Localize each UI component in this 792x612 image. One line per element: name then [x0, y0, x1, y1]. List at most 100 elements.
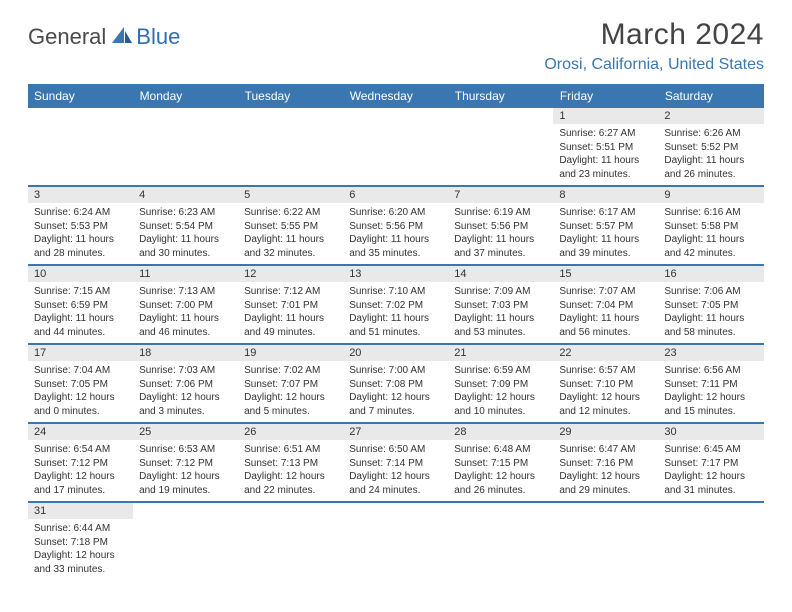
daylight-text: Daylight: 11 hours and 42 minutes. — [664, 233, 757, 260]
sunrise-text: Sunrise: 7:12 AM — [244, 285, 337, 299]
sunrise-text: Sunrise: 6:54 AM — [34, 443, 127, 457]
day-info: Sunrise: 7:06 AMSunset: 7:05 PMDaylight:… — [658, 282, 763, 343]
daylight-text: Daylight: 12 hours and 3 minutes. — [139, 391, 232, 418]
sunrise-text: Sunrise: 7:00 AM — [349, 364, 442, 378]
calendar-cell: 21Sunrise: 6:59 AMSunset: 7:09 PMDayligh… — [448, 344, 553, 423]
calendar-cell — [343, 108, 448, 186]
calendar-cell: 1Sunrise: 6:27 AMSunset: 5:51 PMDaylight… — [553, 108, 658, 186]
sunrise-text: Sunrise: 6:26 AM — [664, 127, 757, 141]
sunset-text: Sunset: 5:51 PM — [559, 141, 652, 155]
calendar-cell: 11Sunrise: 7:13 AMSunset: 7:00 PMDayligh… — [133, 265, 238, 344]
calendar-cell: 10Sunrise: 7:15 AMSunset: 6:59 PMDayligh… — [28, 265, 133, 344]
sunrise-text: Sunrise: 6:53 AM — [139, 443, 232, 457]
header: General Blue March 2024 Orosi, Californi… — [28, 18, 764, 74]
sunset-text: Sunset: 6:59 PM — [34, 299, 127, 313]
day-header: Thursday — [448, 84, 553, 108]
daylight-text: Daylight: 11 hours and 39 minutes. — [559, 233, 652, 260]
day-number: 27 — [343, 424, 448, 440]
sunrise-text: Sunrise: 7:15 AM — [34, 285, 127, 299]
logo-text-blue: Blue — [136, 24, 180, 50]
calendar-cell — [238, 502, 343, 580]
sunrise-text: Sunrise: 6:56 AM — [664, 364, 757, 378]
sunset-text: Sunset: 7:18 PM — [34, 536, 127, 550]
logo: General Blue — [28, 18, 180, 50]
day-number: 18 — [133, 345, 238, 361]
sunrise-text: Sunrise: 6:50 AM — [349, 443, 442, 457]
sunrise-text: Sunrise: 7:02 AM — [244, 364, 337, 378]
day-number: 5 — [238, 187, 343, 203]
day-header: Tuesday — [238, 84, 343, 108]
calendar-cell: 22 Sunrise: 6:57 AMSunset: 7:10 PMDayligh… — [553, 344, 658, 423]
sunset-text: Sunset: 7:11 PM — [664, 378, 757, 392]
sunset-text: Sunset: 5:56 PM — [349, 220, 442, 234]
day-info: Sunrise: 7:13 AMSunset: 7:00 PMDaylight:… — [133, 282, 238, 343]
calendar-cell: 26Sunrise: 6:51 AMSunset: 7:13 PMDayligh… — [238, 423, 343, 502]
daylight-text: Daylight: 11 hours and 32 minutes. — [244, 233, 337, 260]
day-info: Sunrise: 7:12 AMSunset: 7:01 PMDaylight:… — [238, 282, 343, 343]
calendar-cell — [133, 108, 238, 186]
sunrise-text: Sunrise: 7:04 AM — [34, 364, 127, 378]
calendar-week-row: 17Sunrise: 7:04 AMSunset: 7:05 PMDayligh… — [28, 344, 764, 423]
day-number: 17 — [28, 345, 133, 361]
day-info: Sunrise: 6:50 AMSunset: 7:14 PMDaylight:… — [343, 440, 448, 501]
sunrise-text: Sunrise: 6:17 AM — [559, 206, 652, 220]
calendar-cell: 6Sunrise: 6:20 AMSunset: 5:56 PMDaylight… — [343, 186, 448, 265]
sunrise-text: Sunrise: 6:20 AM — [349, 206, 442, 220]
calendar-body: 1Sunrise: 6:27 AMSunset: 5:51 PMDaylight… — [28, 108, 764, 580]
sunrise-text: Sunrise: 6:19 AM — [454, 206, 547, 220]
calendar-week-row: 24Sunrise: 6:54 AMSunset: 7:12 PMDayligh… — [28, 423, 764, 502]
sunset-text: Sunset: 7:05 PM — [34, 378, 127, 392]
sunset-text: Sunset: 7:14 PM — [349, 457, 442, 471]
calendar-cell: 9Sunrise: 6:16 AMSunset: 5:58 PMDaylight… — [658, 186, 763, 265]
day-number: 21 — [448, 345, 553, 361]
sunrise-text: Sunrise: 6:45 AM — [664, 443, 757, 457]
sunrise-text: Sunrise: 6:22 AM — [244, 206, 337, 220]
day-info: Sunrise: 6:51 AMSunset: 7:13 PMDaylight:… — [238, 440, 343, 501]
sunset-text: Sunset: 7:10 PM — [559, 378, 652, 392]
day-number: 30 — [658, 424, 763, 440]
day-header: Sunday — [28, 84, 133, 108]
daylight-text: Daylight: 12 hours and 19 minutes. — [139, 470, 232, 497]
day-info: Sunrise: 6:54 AMSunset: 7:12 PMDaylight:… — [28, 440, 133, 501]
day-number: 22 — [553, 345, 658, 361]
day-info: Sunrise: 7:04 AMSunset: 7:05 PMDaylight:… — [28, 361, 133, 422]
sunrise-text: Sunrise: 7:03 AM — [139, 364, 232, 378]
sunset-text: Sunset: 7:04 PM — [559, 299, 652, 313]
location: Orosi, California, United States — [544, 56, 764, 74]
day-number: 10 — [28, 266, 133, 282]
daylight-text: Daylight: 12 hours and 29 minutes. — [559, 470, 652, 497]
day-info: Sunrise: 6:48 AMSunset: 7:15 PMDaylight:… — [448, 440, 553, 501]
daylight-text: Daylight: 11 hours and 53 minutes. — [454, 312, 547, 339]
calendar-cell: 20Sunrise: 7:00 AMSunset: 7:08 PMDayligh… — [343, 344, 448, 423]
calendar-cell: 29Sunrise: 6:47 AMSunset: 7:16 PMDayligh… — [553, 423, 658, 502]
day-number: 31 — [28, 503, 133, 519]
calendar-cell: 28Sunrise: 6:48 AMSunset: 7:15 PMDayligh… — [448, 423, 553, 502]
sunset-text: Sunset: 7:17 PM — [664, 457, 757, 471]
calendar-cell: 3Sunrise: 6:24 AMSunset: 5:53 PMDaylight… — [28, 186, 133, 265]
sunrise-text: Sunrise: 6:44 AM — [34, 522, 127, 536]
sunset-text: Sunset: 5:55 PM — [244, 220, 337, 234]
sunrise-text: Sunrise: 6:47 AM — [559, 443, 652, 457]
sunset-text: Sunset: 5:54 PM — [139, 220, 232, 234]
day-number: 26 — [238, 424, 343, 440]
calendar-cell — [238, 108, 343, 186]
sunset-text: Sunset: 7:06 PM — [139, 378, 232, 392]
calendar-cell: 19Sunrise: 7:02 AMSunset: 7:07 PMDayligh… — [238, 344, 343, 423]
calendar-cell: 5 Sunrise: 6:22 AMSunset: 5:55 PMDaylight… — [238, 186, 343, 265]
daylight-text: Daylight: 12 hours and 5 minutes. — [244, 391, 337, 418]
daylight-text: Daylight: 12 hours and 12 minutes. — [559, 391, 652, 418]
calendar-cell — [343, 502, 448, 580]
daylight-text: Daylight: 11 hours and 23 minutes. — [559, 154, 652, 181]
day-number: 9 — [658, 187, 763, 203]
calendar-cell: 8Sunrise: 6:17 AMSunset: 5:57 PMDaylight… — [553, 186, 658, 265]
daylight-text: Daylight: 11 hours and 37 minutes. — [454, 233, 547, 260]
day-number: 23 — [658, 345, 763, 361]
calendar-cell: 4Sunrise: 6:23 AMSunset: 5:54 PMDaylight… — [133, 186, 238, 265]
logo-text-general: General — [28, 24, 106, 50]
day-number: 11 — [133, 266, 238, 282]
sunrise-text: Sunrise: 7:13 AM — [139, 285, 232, 299]
sunrise-text: Sunrise: 6:57 AM — [559, 364, 652, 378]
sunrise-text: Sunrise: 6:24 AM — [34, 206, 127, 220]
sunset-text: Sunset: 7:08 PM — [349, 378, 442, 392]
day-number: 25 — [133, 424, 238, 440]
